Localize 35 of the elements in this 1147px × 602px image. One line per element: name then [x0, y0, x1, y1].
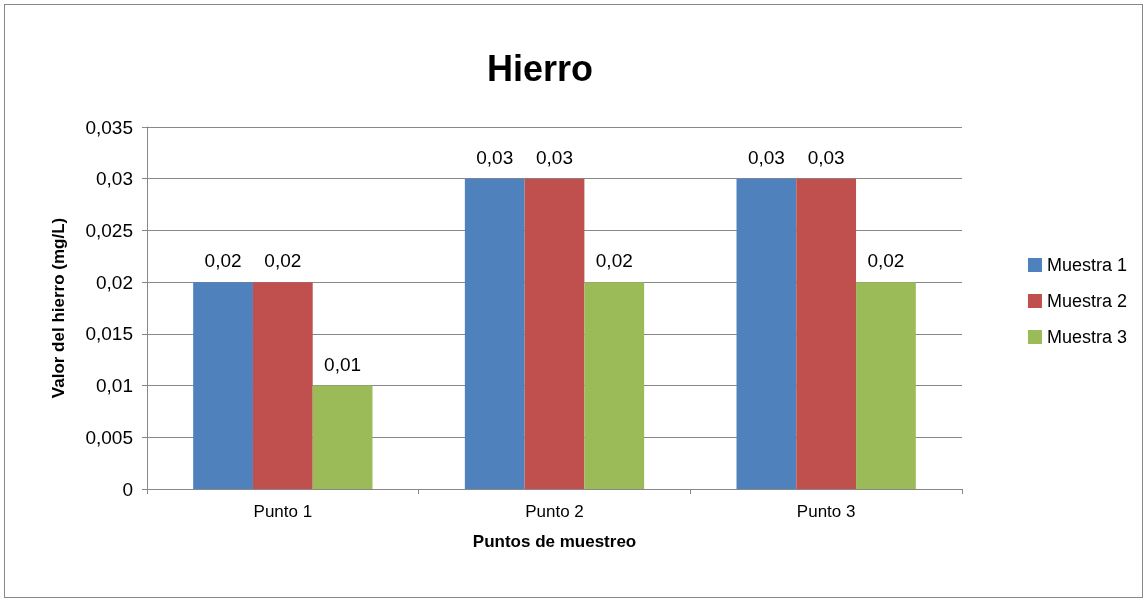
- data-label: 0,03: [476, 146, 514, 168]
- y-tick-label: 0,025: [85, 219, 133, 241]
- data-label: 0,03: [807, 146, 845, 168]
- y-axis-title: Valor del hierro (mg/L): [49, 217, 68, 399]
- bar: [736, 178, 797, 489]
- y-tick-label: 0,01: [96, 375, 133, 397]
- x-tick-label: Punto 2: [525, 502, 584, 521]
- bar: [312, 385, 373, 489]
- data-label: 0,03: [536, 146, 573, 168]
- data-label: 0,02: [204, 250, 242, 272]
- x-axis-title: Puntos de muestreo: [472, 532, 637, 551]
- data-label: 0,02: [595, 250, 633, 272]
- data-label: 0,01: [324, 353, 362, 375]
- x-tick-label: Punto 1: [253, 502, 313, 521]
- y-tick-label: 0,005: [85, 426, 133, 448]
- legend-label: Muestra 2: [1046, 291, 1128, 311]
- data-label: 0,03: [747, 146, 785, 168]
- y-tick-label: 0,015: [85, 323, 133, 345]
- bar: [796, 178, 857, 489]
- bar: [193, 282, 253, 489]
- legend-label: Muestra 1: [1046, 255, 1128, 275]
- bar: [856, 282, 916, 489]
- y-tick-label: 0,02: [96, 271, 133, 293]
- bar: [524, 178, 585, 489]
- y-tick-label: 0: [122, 478, 133, 500]
- data-label: 0,02: [867, 250, 905, 272]
- chart-title: Hierro: [486, 47, 594, 89]
- legend-label: Muestra 3: [1046, 327, 1128, 347]
- y-tick-label: 0,035: [85, 116, 133, 138]
- x-tick-label: Punto 3: [796, 502, 856, 521]
- y-tick-label: 0,03: [96, 168, 133, 190]
- bar: [584, 282, 645, 489]
- bar: [464, 178, 525, 489]
- bar: [252, 282, 313, 489]
- data-label: 0,02: [264, 250, 302, 272]
